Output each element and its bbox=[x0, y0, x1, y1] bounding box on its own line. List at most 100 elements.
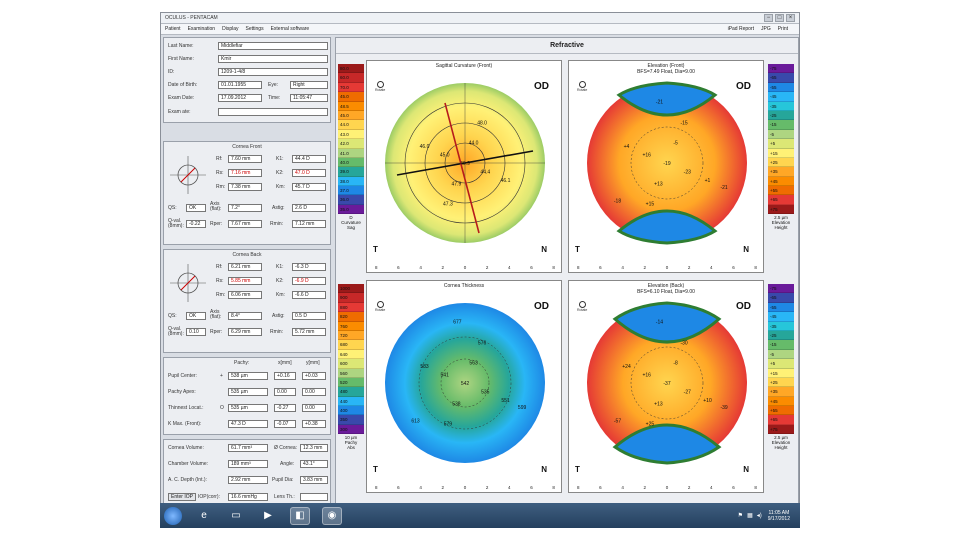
menu-patient[interactable]: Patient bbox=[165, 26, 181, 32]
front-q-field: -0.22 bbox=[186, 220, 206, 228]
map-plot[interactable]: 542 535 538 541 563 551 579 583 576 599 613 677 bbox=[377, 295, 553, 471]
menu-print[interactable]: Print bbox=[777, 26, 788, 32]
cornea-volume-field: 61.7 mm³ bbox=[228, 444, 268, 452]
scale-cell: 600 bbox=[338, 359, 364, 369]
menu-settings[interactable]: Settings bbox=[245, 26, 264, 32]
scale-cell: -25 bbox=[768, 110, 794, 121]
pachy-row-label: Pachy Apex: bbox=[168, 389, 196, 395]
ie-icon[interactable]: e bbox=[201, 510, 207, 521]
eye-tag: OD bbox=[534, 81, 549, 92]
menu-examination[interactable]: Examination bbox=[187, 26, 216, 32]
dob-field[interactable]: 01.01.1955 bbox=[218, 81, 262, 89]
scale-cell: 40.0 bbox=[338, 157, 364, 168]
eye-field[interactable]: Right bbox=[290, 81, 328, 89]
map-value: -15 bbox=[680, 121, 687, 127]
maximize-button[interactable]: □ bbox=[775, 14, 784, 22]
scale-cell: 350 bbox=[338, 415, 364, 425]
color-scale[interactable]: 1000 900 880 820 760 720 680 640 600 560 520 480 440… bbox=[338, 284, 364, 450]
map-plot[interactable]: -37 -27 +13 +16 -8 +10 +25 +24 -30 -39 -57 -14 bbox=[579, 295, 755, 471]
x-tick: 8 bbox=[754, 265, 757, 270]
x-tick: 6 bbox=[530, 485, 533, 490]
scale-cell: +5 bbox=[768, 359, 794, 369]
menu-ipad-report[interactable]: iPad Report bbox=[727, 26, 754, 32]
volume-icon[interactable]: ◂) bbox=[756, 513, 762, 519]
scale-cell: -5 bbox=[768, 129, 794, 140]
scale-cell: 41.0 bbox=[338, 148, 364, 158]
pupil-center-symbol: + bbox=[220, 373, 223, 379]
scale-cell: -45 bbox=[768, 312, 794, 322]
first-name-field[interactable]: Kmir bbox=[218, 55, 328, 63]
pentacam-icon[interactable]: ◧ bbox=[290, 506, 310, 525]
menu-external-software[interactable]: External software bbox=[270, 26, 310, 32]
y-col-header: y[mm] bbox=[306, 360, 320, 366]
menu-jpg[interactable]: JPG bbox=[760, 26, 771, 32]
x-axis-ticks: 8 6 4 2 0 2 4 6 8 bbox=[577, 265, 757, 270]
scale-unit-label: 10 µm Pachy Abs bbox=[344, 435, 358, 451]
menu-bar: Patient Examination Display Settings Ext… bbox=[161, 24, 799, 35]
x-tick: 4 bbox=[621, 265, 624, 270]
camera-icon[interactable]: Rotate bbox=[577, 81, 587, 93]
folder-icon[interactable]: ▭ bbox=[231, 510, 241, 521]
minimize-button[interactable]: − bbox=[764, 14, 773, 22]
color-scale[interactable]: -75 -65 -55 -45 -35 -25 -15 -5 +5 +15 +25 +35 +45 +55… bbox=[768, 64, 794, 230]
scale-cell: +45 bbox=[768, 176, 794, 187]
refractive-title: Refractive bbox=[336, 38, 798, 54]
id-field[interactable]: 1209-1-4/8 bbox=[218, 68, 328, 76]
refractive-panel: Refractive 80.0 60.0 70.0 45.0 48.5 45.0 44.0 4… bbox=[335, 37, 799, 511]
map-plot[interactable]: 46.9 44.4 47.9 45.0 44.0 46.1 47.3 46.0 48.0 bbox=[377, 75, 553, 251]
elevation-back-map[interactable]: Elevation (Back) BFS=6.10 Float, Dia=9.00… bbox=[568, 280, 799, 493]
scale-cell: 520 bbox=[338, 377, 364, 388]
app-icon[interactable]: ◉ bbox=[322, 506, 342, 525]
network-icon[interactable]: ▦ bbox=[747, 513, 753, 519]
scale-cell: -35 bbox=[768, 321, 794, 331]
menu-display[interactable]: Display bbox=[222, 26, 239, 32]
color-scale[interactable]: 80.0 60.0 70.0 45.0 48.5 45.0 44.0 43.0 42.0 41.0… bbox=[338, 64, 364, 230]
map-value: 677 bbox=[453, 320, 462, 326]
x-tick: 6 bbox=[599, 265, 602, 270]
scale-cell: 560 bbox=[338, 368, 364, 378]
pachy-row-y: 0.00 bbox=[302, 388, 326, 396]
front-rmin-field: 7.12 mm bbox=[292, 220, 326, 228]
pachy-col-header: Pachy: bbox=[234, 360, 250, 366]
scale-cell: 48.5 bbox=[338, 101, 364, 111]
chamber-group: Cornea Volume: 61.7 mm³ Ø Cornea: 12.3 m… bbox=[163, 439, 331, 509]
clock[interactable]: 11:05 AM 9/17/2012 bbox=[767, 509, 790, 522]
start-icon[interactable] bbox=[164, 506, 182, 525]
pachy-row-value: 538 µm bbox=[228, 372, 268, 380]
front-k2-field: 47.0 D bbox=[292, 169, 326, 177]
camera-icon[interactable]: Rotate bbox=[577, 301, 587, 313]
map-plot[interactable]: -19 -23 +13 +16 -5 +1 +15 +4 -15 -21 -18 -21 bbox=[579, 75, 755, 251]
scale-cell: -35 bbox=[768, 101, 794, 111]
pachy-row-x: -0.27 bbox=[274, 404, 296, 412]
scale-cell: -75 bbox=[768, 284, 794, 294]
time-field[interactable]: 11:05:47 bbox=[290, 94, 328, 102]
scale-cell: 43.0 bbox=[338, 129, 364, 140]
scale-cell: 70.0 bbox=[338, 82, 364, 93]
color-scale[interactable]: -75 -65 -55 -45 -35 -25 -15 -5 +5 +15 +25 +35 +45 +55… bbox=[768, 284, 794, 450]
exam-date-field[interactable]: 17.09.2012 bbox=[218, 94, 262, 102]
pachy-row-x: -0.07 bbox=[274, 420, 296, 428]
scale-cell: 42.0 bbox=[338, 139, 364, 149]
window-title: OCULUS - PENTACAM bbox=[165, 15, 218, 21]
x-tick: 6 bbox=[530, 265, 533, 270]
front-rs-label: Rs: bbox=[216, 170, 224, 176]
map-value: 542 bbox=[461, 381, 470, 387]
comment-field[interactable] bbox=[218, 108, 328, 116]
media-icon[interactable]: ▶ bbox=[264, 510, 272, 521]
scale-cell: -25 bbox=[768, 330, 794, 341]
front-k2-label: K2: bbox=[276, 170, 284, 176]
scale-cell: -75 bbox=[768, 64, 794, 74]
camera-icon[interactable]: Rotate bbox=[375, 81, 385, 93]
close-button[interactable]: × bbox=[786, 14, 795, 22]
last-name-field[interactable]: Middlefiar bbox=[218, 42, 328, 50]
scale-cell: +45 bbox=[768, 396, 794, 407]
time-label: Time: bbox=[268, 95, 281, 101]
flag-icon[interactable]: ⚑ bbox=[737, 513, 744, 519]
sagittal-curvature-map[interactable]: 80.0 60.0 70.0 45.0 48.5 45.0 44.0 43.0 42.0 41.0… bbox=[336, 60, 568, 273]
camera-icon[interactable]: Rotate bbox=[375, 301, 385, 313]
front-rmin-label: Rmin: bbox=[270, 221, 284, 227]
enter-iop-button[interactable]: Enter IOP bbox=[168, 493, 196, 501]
cornea-thickness-map[interactable]: 1000 900 880 820 760 720 680 640 600 560 520 480 440… bbox=[336, 280, 568, 493]
elevation-front-map[interactable]: Elevation (Front) BFS=7.49 Float, Dia=9.0… bbox=[568, 60, 799, 273]
x-tick: 2 bbox=[485, 485, 489, 490]
